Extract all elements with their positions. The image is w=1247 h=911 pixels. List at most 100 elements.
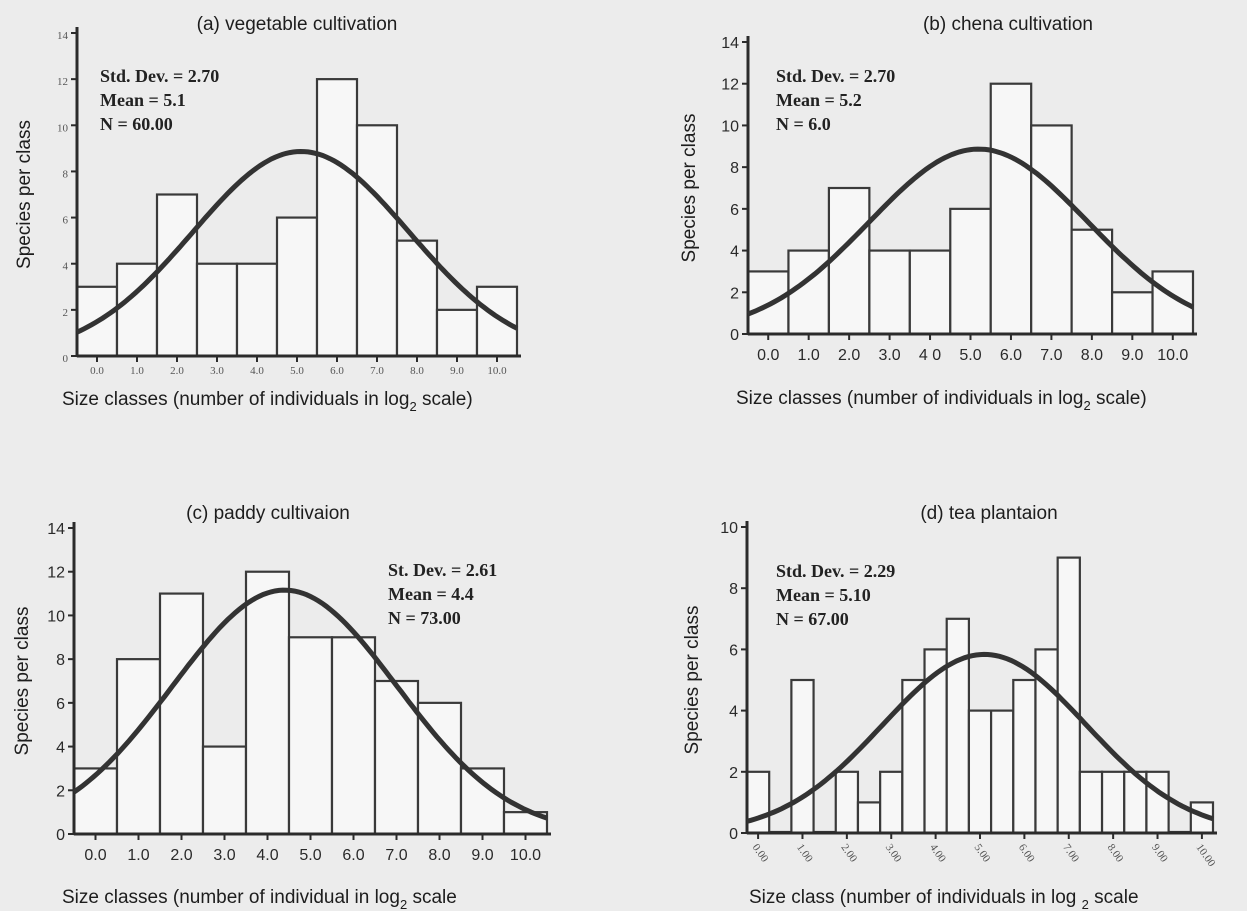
stats-annotation: Std. Dev. = 2.70 [100,66,219,86]
x-axis-label: Size classes (number of individuals in l… [62,389,473,414]
x-tick-label: 3.00 [883,842,904,865]
histogram-bar [275,216,319,358]
x-tick-label: 3.0 [210,365,224,377]
histogram-bar [155,193,199,358]
y-tick-label: 12 [57,76,68,88]
x-axis-label: Size classes (number of individuals in l… [736,388,1147,413]
chart-panel-b: (b) chena cultivation Species per class 0 2… [679,14,1197,413]
x-tick-label: 7.0 [370,365,384,377]
y-tick-label: 2 [63,307,69,319]
x-tick-label: 9.0 [1121,347,1143,364]
y-tick-label: 4 [730,244,739,261]
x-tick-label: 8.00 [1105,842,1126,865]
x-tick-label: 6.0 [1000,347,1022,364]
histogram-bar [315,78,359,358]
histogram-bar [745,770,771,835]
histogram-bar [475,285,519,358]
stats-annotation: Mean = 4.4 [388,584,474,604]
x-tick-label: 1.0 [798,347,820,364]
x-tick-label: 7.0 [1040,347,1062,364]
y-tick-label: 10 [720,520,738,537]
normal-curve [72,587,548,821]
histogram-bar [195,262,239,358]
y-tick-label: 10 [47,608,65,625]
normal-curve [746,651,1214,824]
x-tick-label: 8.0 [428,847,450,864]
y-tick-label: 0 [63,353,69,365]
histogram-bar [1145,770,1170,835]
histogram-bar [287,636,334,836]
y-tick-label: 6 [729,642,738,659]
y-tick-label: 0 [56,827,65,844]
histogram-bar [989,709,1015,835]
y-tick-label: 14 [57,30,69,42]
y-tick-label: 4 [63,261,69,273]
histogram-bar [244,570,291,836]
x-tick-label: 10.0 [487,365,507,377]
x-axis-label: Size classes (number of individual in lo… [62,887,457,911]
y-tick-label: 12 [721,77,739,94]
histogram-bar [330,636,377,836]
histogram-bar [949,207,992,336]
y-tick-label: 8 [63,168,69,180]
x-tick-label: 2.0 [170,847,192,864]
x-tick-label: 1.0 [130,365,144,377]
y-axis-label: Species per class [14,120,35,269]
y-tick-label: 8 [730,160,739,177]
stats-annotation: N = 67.00 [776,609,849,629]
x-tick-label: 6.0 [342,847,364,864]
x-tick-label: 1.00 [794,842,815,865]
x-tick-label: 10.00 [1193,842,1217,870]
chart-panel-c: (c) paddy cultivaion Species per class 0 2 4… [12,503,551,911]
y-tick-label: 2 [56,783,65,800]
histogram-bar [1070,228,1114,336]
y-tick-label: 6 [730,202,739,219]
chart-title: (a) vegetable cultivation [197,14,398,35]
y-tick-label: 6 [56,696,65,713]
x-tick-label: 4 0 [919,347,941,364]
x-tick-label: 8.0 [410,365,424,377]
histogram-bar [856,801,882,835]
histogram-bar [945,617,971,835]
histogram-bar [868,249,911,336]
x-tick-label: 8.0 [1081,347,1103,364]
x-tick-label: 6.0 [330,365,344,377]
chart-title: (c) paddy cultivaion [186,503,350,524]
histogram-bar [158,592,205,836]
chart-title: (d) tea plantaion [920,503,1057,524]
histogram-bar [1078,770,1104,835]
x-tick-label: 9.0 [471,847,493,864]
histogram-bar [834,770,860,835]
x-tick-label: 7.0 [385,847,407,864]
stats-annotation: Mean = 5.1 [100,90,186,110]
histogram-bar [908,249,952,336]
x-axis-label: Size class (number of individuals in log… [749,887,1139,911]
stats-annotation: N = 6.0 [776,114,831,134]
x-tick-label: 4.0 [256,847,278,864]
histogram-bar [1012,678,1037,835]
y-tick-label: 14 [47,521,65,538]
y-tick-label: 4 [56,740,65,757]
y-tick-label: 12 [47,565,65,582]
y-tick-label: 0 [730,327,739,344]
y-tick-label: 10 [57,122,69,134]
y-tick-label: 14 [721,35,739,52]
histogram-bar [459,767,506,836]
normal-curve [75,148,519,335]
stats-annotation: Std. Dev. = 2.29 [776,561,895,581]
y-tick-label: 4 [729,704,738,721]
histogram-bar [201,745,248,836]
x-tick-label: 9.0 [450,365,464,377]
x-tick-label: 0.0 [90,365,104,377]
x-tick-label: 5.0 [299,847,321,864]
y-axis-label: Species per class [679,114,700,263]
x-tick-label: 5.00 [972,842,993,865]
histogram-bar [989,82,1033,336]
x-tick-label: 3.0 [878,347,900,364]
histogram-bar [790,678,815,835]
stats-annotation: Mean = 5.2 [776,90,862,110]
histogram-bar [1030,124,1073,336]
x-tick-label: 6.00 [1016,842,1037,865]
x-tick-label: 1.0 [127,847,149,864]
histogram-bar [967,709,993,835]
